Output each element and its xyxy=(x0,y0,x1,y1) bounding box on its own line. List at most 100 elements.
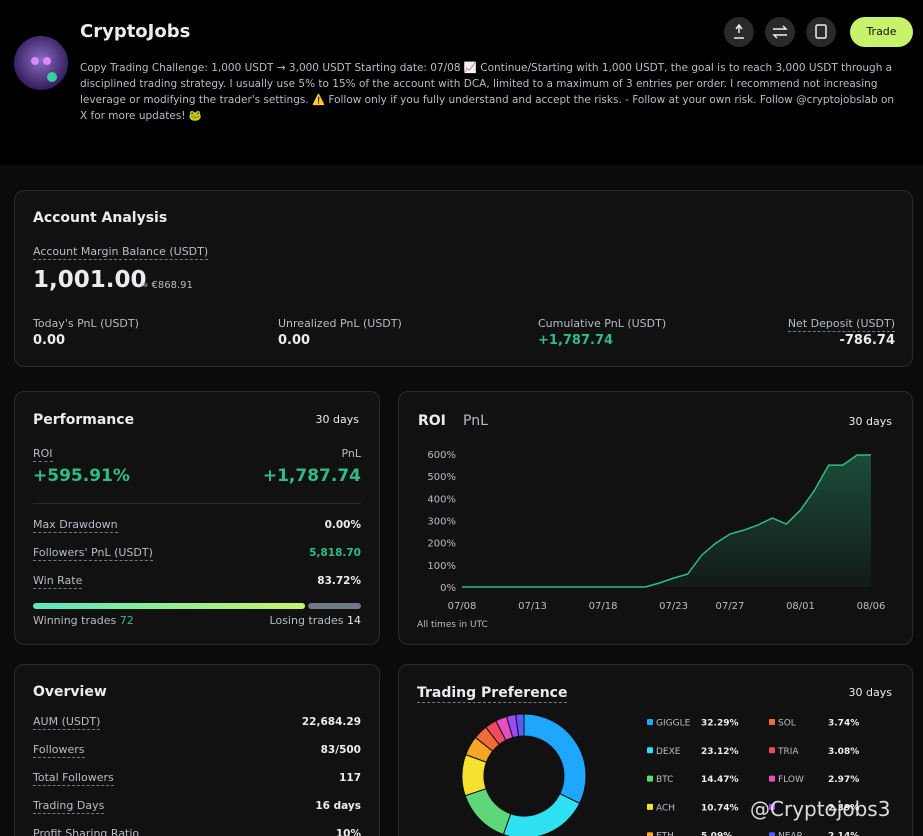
overview-label: AUM (USDT) xyxy=(33,715,101,730)
metric-value: 5,818.70 xyxy=(309,547,361,559)
stat-value: -786.74 xyxy=(839,333,895,348)
panel-title: Overview xyxy=(33,684,107,700)
legend-value: 5.09% xyxy=(701,832,732,836)
chart-tab-active[interactable]: ROI xyxy=(418,413,446,429)
period-select[interactable]: 30 days xyxy=(315,413,359,426)
legend-swatch xyxy=(647,747,653,754)
legend-value: 2.39% xyxy=(828,803,859,813)
legend-label: ETH xyxy=(656,832,674,836)
trade-button[interactable]: Trade xyxy=(850,17,913,47)
metric-label: Win Rate xyxy=(33,574,83,589)
trader-name: CryptoJobs xyxy=(80,21,191,42)
overview-label: Trading Days xyxy=(33,799,105,814)
overview-label: Total Followers xyxy=(33,771,114,786)
overview-value: 10% xyxy=(335,828,361,836)
losing-label-text: Losing trades xyxy=(269,614,344,627)
avatar xyxy=(14,36,68,90)
y-tick-label: 500% xyxy=(427,472,456,483)
legend-label: FLOW xyxy=(778,775,804,785)
y-tick-label: 100% xyxy=(427,561,456,572)
legend-value: 3.74% xyxy=(828,719,859,729)
metric-label: Max Drawdown xyxy=(33,518,118,533)
legend-swatch xyxy=(769,803,775,810)
legend-label: TRIA xyxy=(777,747,799,757)
winning-count: 72 xyxy=(119,614,134,627)
legend-swatch xyxy=(647,719,653,725)
overview-value: 22,684.29 xyxy=(301,716,361,728)
y-tick-label: 400% xyxy=(427,494,456,505)
panel-title: Trading Preference xyxy=(417,685,568,703)
legend-value: 32.29% xyxy=(701,719,739,729)
legend-value: 14.47% xyxy=(701,775,739,785)
pnl-value: +1,787.74 xyxy=(262,466,361,486)
legend-swatch xyxy=(647,775,653,782)
winning-bar xyxy=(33,603,306,609)
overview-label: Profit Sharing Ratio xyxy=(33,827,139,836)
performance-panel xyxy=(14,391,380,645)
legend-value: 10.74% xyxy=(701,803,739,813)
metric-value: 83.72% xyxy=(317,575,361,587)
losing-count: 14 xyxy=(347,614,361,627)
x-tick-label: 07/13 xyxy=(518,601,547,612)
roi-label: ROI xyxy=(33,447,53,462)
stat-value: +1,787.74 xyxy=(538,333,614,348)
stat-value: 0.00 xyxy=(33,333,66,348)
period-select[interactable]: 30 days xyxy=(848,686,892,699)
area xyxy=(462,454,871,587)
overview-value: 83/500 xyxy=(320,744,361,756)
x-tick-label: 08/01 xyxy=(786,601,815,612)
y-tick-label: 200% xyxy=(427,539,456,550)
x-tick-label: 07/27 xyxy=(716,601,745,612)
losing-label: Losing trades 14 xyxy=(270,614,361,628)
period-select[interactable]: 30 days xyxy=(848,415,892,428)
y-tick-label: 600% xyxy=(427,450,456,461)
legend-swatch xyxy=(769,832,775,836)
legend-swatch xyxy=(647,803,653,810)
donut-slice xyxy=(515,713,525,737)
roi-value: +595.91% xyxy=(33,466,130,486)
y-tick-label: 0% xyxy=(440,583,456,594)
legend-value: 23.12% xyxy=(701,747,739,757)
metric-value: 0.00% xyxy=(324,519,361,531)
chart-tab[interactable]: PnL xyxy=(463,413,488,429)
panel-title: Account Analysis xyxy=(33,210,168,226)
overview-value: 16 days xyxy=(315,800,361,812)
watermark: @Cryptojobs3 xyxy=(750,797,891,821)
winning-label: Winning trades 72 xyxy=(33,614,134,628)
line xyxy=(462,454,872,588)
balance: 1,001.00 xyxy=(33,267,147,293)
share-button[interactable] xyxy=(724,17,754,47)
stat-label: Net Deposit (USDT) xyxy=(787,317,895,332)
stat-label: Unrealized PnL (USDT) xyxy=(278,317,402,330)
legend-swatch xyxy=(769,747,775,754)
legend-swatch xyxy=(769,775,775,782)
balance-label: Account Margin Balance (USDT) xyxy=(33,245,209,260)
stat-label: Today's PnL (USDT) xyxy=(33,317,139,330)
x-tick-label: 07/18 xyxy=(589,601,618,612)
x-tick-label: 08/06 xyxy=(857,601,886,612)
bio: Copy Trading Challenge: 1,000 USDT → 3,0… xyxy=(80,62,895,122)
overview-value: 117 xyxy=(339,772,361,784)
action-icons xyxy=(724,17,836,47)
swap-button[interactable] xyxy=(765,17,795,47)
report-button[interactable] xyxy=(806,17,836,47)
donut-slice xyxy=(502,792,581,836)
legend-swatch xyxy=(769,719,775,725)
legend-value: 2.97% xyxy=(828,775,859,785)
metric-label: Followers' PnL (USDT) xyxy=(33,546,153,561)
legend-label: DEXE xyxy=(656,747,681,757)
donut-slice xyxy=(464,788,512,836)
x-tick-label: 07/08 xyxy=(448,601,477,612)
legend-label: BTC xyxy=(656,775,673,785)
legend-label: ACH xyxy=(656,803,675,813)
panel-title: Performance xyxy=(33,412,135,428)
legend-label: GIGGLE xyxy=(656,719,691,729)
overview-label: Followers xyxy=(33,743,85,758)
balance-eur: ≈ €868.91 xyxy=(140,280,193,291)
losing-bar xyxy=(308,603,361,609)
stat-label: Cumulative PnL (USDT) xyxy=(538,317,667,330)
legend-label: NEAR xyxy=(778,832,803,836)
account-panel xyxy=(14,190,913,367)
